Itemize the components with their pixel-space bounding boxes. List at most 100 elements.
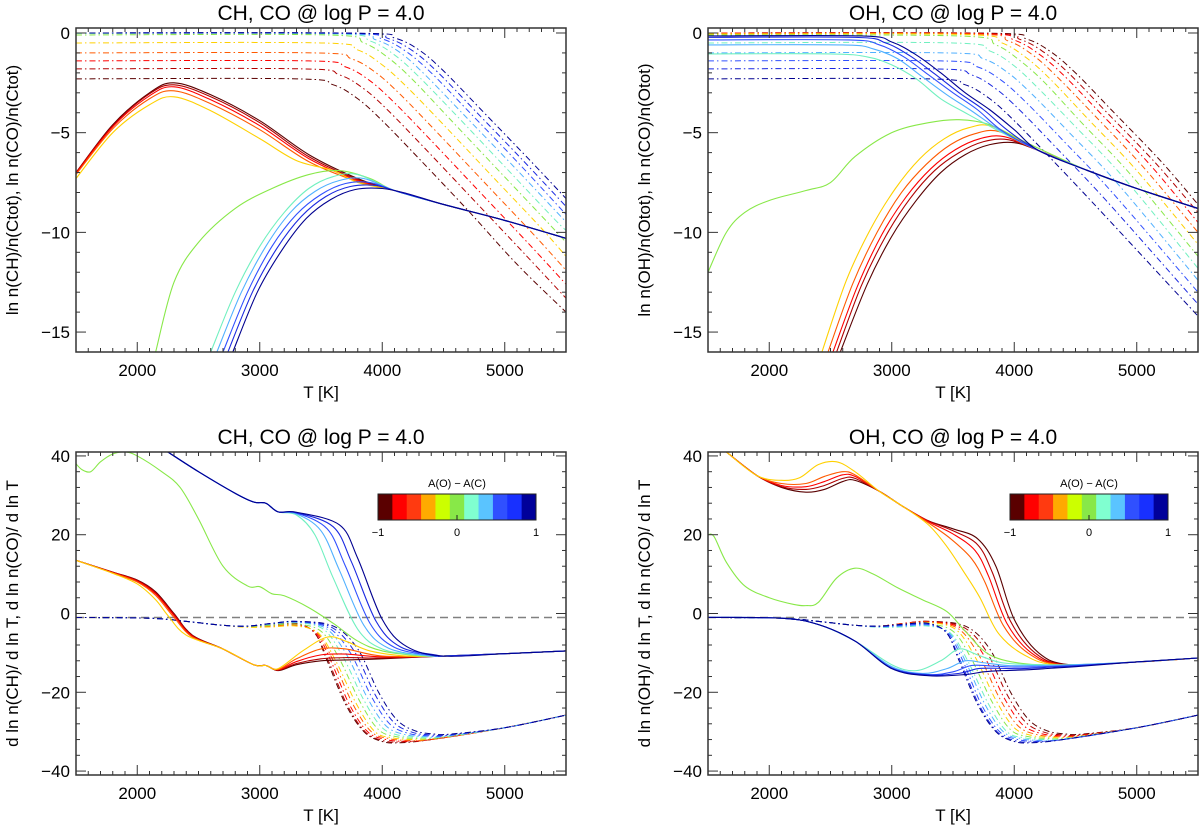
x-tick-label: 3000	[241, 784, 279, 803]
series-line-co-param--0p8	[76, 67, 566, 299]
x-tick-label: 5000	[1118, 361, 1156, 380]
colorbar-swatch	[1110, 494, 1126, 520]
series-line-ch-param--0p6	[76, 86, 566, 239]
series-line-d-ln-n-oh-d-ln-t-param--0p2	[726, 452, 1198, 666]
series-line-d-ln-n-co-d-ln-t-param-1	[76, 616, 566, 736]
series-line-d-ln-n-oh-d-ln-t-param-0	[708, 533, 1198, 666]
colorbar-swatch	[1139, 494, 1155, 520]
colorbar-swatch	[1038, 494, 1054, 520]
series-line-co-param-0	[76, 33, 566, 243]
colorbar: −1 0 1	[1004, 493, 1171, 539]
x-tick-label: 4000	[363, 361, 401, 380]
colorbar-swatch	[1024, 494, 1040, 520]
x-axis-label: T [K]	[935, 806, 971, 825]
axes-frame	[707, 27, 1199, 353]
series-line-d-ln-n-oh-d-ln-t-param-1	[708, 616, 1198, 677]
y-tick-label: 40	[683, 447, 702, 466]
colorbar-swatch	[378, 494, 393, 520]
colorbar-swatch	[507, 494, 523, 520]
y-tick-label: 0	[61, 24, 70, 43]
panel-ch-co-abundance: CH, CO @ log P = 4.0 T [K] ln n(CH)/n(Ct…	[3, 2, 567, 402]
series-line-co-param--0p2	[76, 41, 566, 257]
colorbar-title: A(O) − A(C)	[428, 478, 486, 490]
y-axis-label: ln n(CH)/n(Ctot), ln n(CO)/n(Ctot)	[3, 65, 22, 315]
colorbar-swatch	[449, 494, 465, 520]
series-line-co-param-1	[76, 32, 566, 199]
series-line-d-ln-n-ch-d-ln-t-param-0	[76, 452, 566, 657]
axes-frame	[75, 27, 567, 353]
plot-area	[708, 32, 1198, 352]
series-line-ch-param-0p8	[227, 184, 566, 352]
series-line-co-param-0	[708, 34, 1198, 257]
x-tick-label: 3000	[241, 361, 279, 380]
x-tick-label: 5000	[486, 361, 524, 380]
panel-title: CH, CO @ log P = 4.0	[217, 426, 424, 449]
series-line-ch-param-0p6	[222, 181, 566, 352]
colorbar-tick-label: 0	[1086, 527, 1092, 539]
series-line-co-param-0p4	[708, 51, 1198, 281]
series-line-oh-param-0p6	[708, 39, 1198, 209]
colorbar-title: A(O) − A(C)	[1060, 478, 1118, 490]
y-tick-label: 0	[693, 605, 702, 624]
series-line-co-param--0p6	[708, 32, 1198, 223]
colorbar-swatch	[435, 494, 451, 520]
panel-title: OH, CO @ log P = 4.0	[849, 2, 1057, 25]
colorbar-swatch	[1053, 494, 1068, 520]
series-line-co-param-0p6	[76, 32, 566, 215]
x-tick-label: 2000	[118, 784, 156, 803]
y-tick-label: −40	[41, 762, 70, 781]
series-line-co-param-1	[708, 77, 1198, 317]
series-line-d-ln-n-oh-d-ln-t-param--0p4	[726, 452, 1198, 666]
y-tick-label: −5	[683, 124, 702, 143]
series-line-oh-param--0p8	[836, 138, 1198, 352]
series-line-co-param--0p8	[708, 32, 1198, 213]
series-line-oh-param-0p8	[708, 36, 1198, 209]
colorbar-tick-label: −1	[1004, 527, 1017, 539]
panel-oh-co-abundance: OH, CO @ log P = 4.0 T [K] ln n(OH)/n(Ot…	[635, 2, 1199, 402]
y-tick-label: 20	[51, 526, 70, 545]
x-tick-label: 5000	[1118, 784, 1156, 803]
colorbar-swatch	[478, 494, 494, 520]
plot-area	[76, 32, 566, 352]
y-axis-label: d ln n(OH)/ d ln T, d ln n(CO)/ d ln T	[635, 480, 654, 748]
panel-title: OH, CO @ log P = 4.0	[849, 426, 1057, 449]
series-line-co-param--1	[708, 32, 1198, 205]
colorbar-swatch	[1124, 494, 1140, 520]
series-line-d-ln-n-co-d-ln-t-param--0p2	[76, 616, 566, 741]
colorbar-swatch	[1010, 494, 1025, 520]
y-tick-label: −5	[51, 124, 70, 143]
plot-area	[708, 452, 1198, 744]
colorbar-swatch	[1067, 494, 1083, 520]
y-axis-label: d ln n(CH)/ d ln T, d ln n(CO)/ d ln T	[3, 480, 22, 747]
series-line-ch-param-1	[232, 187, 566, 352]
y-axis-label: ln n(OH)/n(Otot), ln n(CO)/n(Otot)	[635, 63, 654, 316]
series-line-ch-param--1	[76, 82, 566, 239]
y-tick-label: −15	[673, 323, 702, 342]
y-tick-label: 0	[693, 24, 702, 43]
x-tick-label: 4000	[363, 784, 401, 803]
y-tick-label: 40	[51, 447, 70, 466]
series-line-d-ln-n-ch-d-ln-t-param--0p2	[76, 559, 566, 670]
series-line-co-param-0p8	[708, 67, 1198, 305]
x-tick-label: 2000	[750, 784, 788, 803]
series-line-d-ln-n-co-d-ln-t-param-1	[708, 616, 1198, 744]
x-axis-label: T [K]	[935, 383, 971, 402]
colorbar-swatch	[392, 494, 408, 520]
series-line-co-param--0p2	[708, 33, 1198, 245]
y-tick-label: −20	[673, 683, 702, 702]
series-line-co-param--0p4	[76, 51, 566, 271]
x-tick-label: 2000	[118, 361, 156, 380]
series-line-co-param-0p6	[708, 59, 1198, 293]
colorbar-tick-label: 0	[454, 527, 460, 539]
x-tick-label: 2000	[750, 361, 788, 380]
colorbar-swatch	[1153, 494, 1169, 520]
y-tick-label: −10	[41, 223, 70, 242]
x-tick-label: 3000	[873, 784, 911, 803]
colorbar-swatch	[406, 494, 422, 520]
colorbar-swatch	[421, 494, 436, 520]
panel-ch-co-derivative: CH, CO @ log P = 4.0 T [K] d ln n(CH)/ d…	[3, 426, 567, 825]
y-tick-label: 20	[683, 526, 702, 545]
x-tick-label: 4000	[995, 784, 1033, 803]
colorbar-swatch	[1096, 494, 1112, 520]
